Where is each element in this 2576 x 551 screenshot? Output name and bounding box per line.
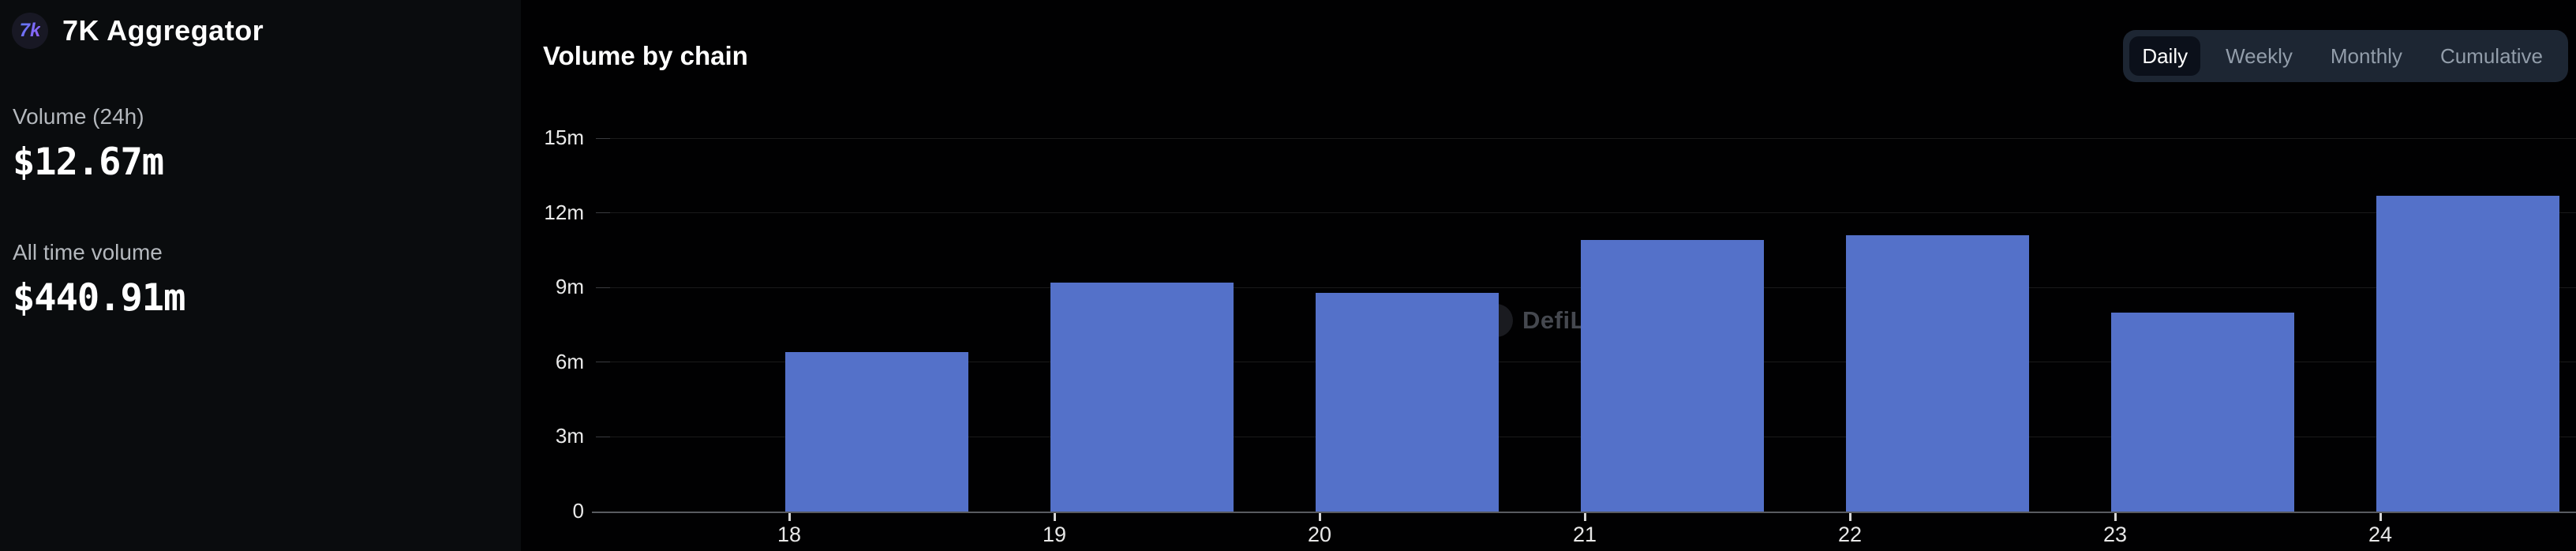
stat-label: Volume (24h) [13,104,144,129]
bar-19[interactable] [1050,282,1234,512]
y-gridline [596,137,2576,139]
x-tick-mark [1849,513,1852,521]
y-tick-label: 15m [544,126,584,149]
bar-24[interactable] [2376,196,2559,512]
protocol-title: 7K Aggregator [62,14,264,47]
chart-title: Volume by chain [543,41,748,70]
x-tick-label: 24 [2368,523,2393,546]
y-tick-label: 9m [555,275,584,299]
y-tick-label: 3m [555,424,584,448]
bar-22[interactable] [1846,234,2029,512]
range-tabs: Daily Weekly Monthly Cumulative [2123,30,2568,82]
bar-18[interactable] [785,352,968,512]
x-tick-label: 20 [1307,523,1332,546]
stat-value: $440.91m [13,276,185,320]
y-tick-label: 12m [544,200,584,224]
x-tick-label: 22 [1837,523,1863,546]
stat-value: $12.67m [13,141,164,184]
x-tick-mark [1054,513,1056,521]
protocol-brand: 7k 7K Aggregator [12,13,264,49]
x-tick-mark [1584,513,1586,521]
bar-20[interactable] [1316,292,1499,512]
bar-chart: 0 3m 6m 9m 12m 15m 18 19 20 21 22 23 24 [521,0,2576,551]
y-tick-label: 6m [555,349,584,373]
x-tick-label: 19 [1042,523,1067,546]
tab-monthly[interactable]: Monthly [2330,43,2402,68]
x-tick-label: 18 [777,523,802,546]
stat-all-time-volume: All time volume $440.91m [13,240,185,320]
x-tick-mark [2379,513,2382,521]
x-axis-line [592,512,2576,513]
chart-panel: Volume by chain Daily Weekly Monthly Cum… [521,0,2576,551]
sidebar: 7k 7K Aggregator Volume (24h) $12.67m Al… [0,0,521,551]
x-tick-label: 21 [1572,523,1597,546]
x-tick-mark [2114,513,2117,521]
tab-weekly[interactable]: Weekly [2226,43,2293,68]
tab-daily[interactable]: Daily [2129,36,2201,76]
stat-label: All time volume [13,240,163,264]
x-tick-label: 23 [2102,523,2128,546]
stat-volume-24h: Volume (24h) $12.67m [13,104,164,184]
x-tick-mark [788,513,791,521]
y-tick-label: 0 [572,499,584,523]
x-tick-mark [1319,513,1321,521]
protocol-logo-icon: 7k [12,13,48,49]
tab-cumulative[interactable]: Cumulative [2439,43,2543,68]
bar-21[interactable] [1581,240,1764,512]
y-gridline [596,212,2576,214]
bar-23[interactable] [2111,312,2294,512]
